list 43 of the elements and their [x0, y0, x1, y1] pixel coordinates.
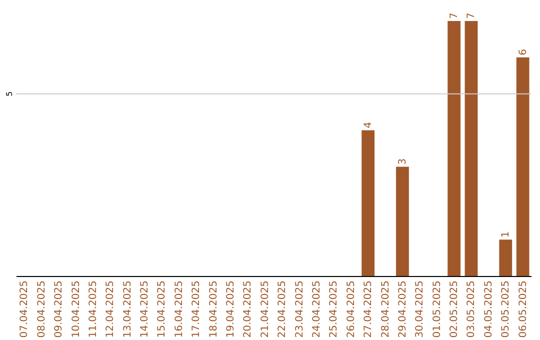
x-tick-label: 27.04.2025: [363, 280, 374, 338]
x-tick-label: 11.04.2025: [88, 280, 99, 338]
x-tick-label: 26.04.2025: [346, 280, 357, 338]
x-tick-label: 03.05.2025: [466, 280, 478, 338]
x-tick-label: 09.04.2025: [54, 280, 65, 338]
x-tick-label: 19.04.2025: [226, 280, 237, 338]
data-label: 3: [397, 158, 408, 165]
x-tick-label: 25.04.2025: [328, 280, 340, 338]
data-label: 6: [518, 49, 529, 56]
x-tick-label: 14.04.2025: [140, 280, 151, 338]
x-tick-label: 02.05.2025: [449, 280, 460, 338]
x-tick-label: 01.05.2025: [432, 280, 443, 338]
bar: [464, 21, 478, 276]
x-tick-label: 30.04.2025: [414, 280, 426, 338]
x-tick-label: 16.04.2025: [174, 280, 185, 338]
x-tick-label: 22.04.2025: [277, 280, 288, 338]
x-tick-label: 21.04.2025: [260, 280, 271, 338]
data-label: 7: [466, 12, 478, 19]
data-label: 1: [500, 231, 512, 238]
bar: [396, 166, 409, 276]
bar: [362, 130, 375, 276]
data-label: 4: [363, 122, 374, 128]
bar: [448, 21, 460, 276]
x-tick-label: 10.04.2025: [70, 280, 82, 338]
x-tick-label: 06.05.2025: [518, 280, 529, 338]
x-tick-label: 29.04.2025: [397, 280, 408, 338]
x-tick-label: 04.05.2025: [483, 280, 494, 338]
x-tick-label: 20.04.2025: [242, 280, 254, 338]
bar: [516, 57, 530, 276]
x-tick-label: 08.04.2025: [36, 280, 48, 338]
x-tick-label: 23.04.2025: [294, 280, 306, 338]
x-tick-label: 24.04.2025: [311, 280, 322, 338]
data-label: 7: [449, 12, 460, 19]
x-tick-label: 12.04.2025: [105, 280, 116, 338]
bar: [499, 240, 512, 276]
x-tick-label: 15.04.2025: [156, 280, 168, 338]
x-tick-label: 28.04.2025: [380, 280, 392, 338]
x-tick-label: 18.04.2025: [208, 280, 220, 338]
ref-line-label: 5: [5, 91, 14, 96]
x-tick-label: 07.04.2025: [19, 280, 30, 338]
x-tick-label: 13.04.2025: [122, 280, 134, 338]
x-tick-label: 17.04.2025: [191, 280, 202, 338]
x-tick-label: 05.05.2025: [500, 280, 512, 338]
